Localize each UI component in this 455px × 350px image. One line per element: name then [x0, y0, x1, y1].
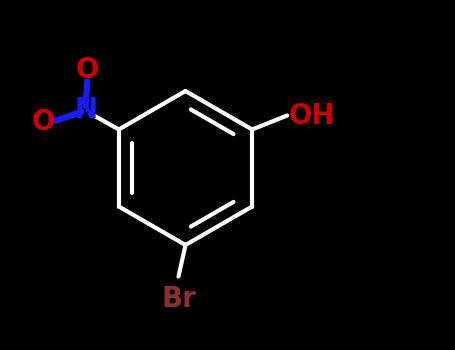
Text: O: O — [76, 56, 99, 84]
Text: O: O — [32, 108, 56, 136]
Text: OH: OH — [289, 102, 335, 130]
Text: N: N — [74, 96, 97, 124]
Text: Br: Br — [161, 285, 196, 313]
